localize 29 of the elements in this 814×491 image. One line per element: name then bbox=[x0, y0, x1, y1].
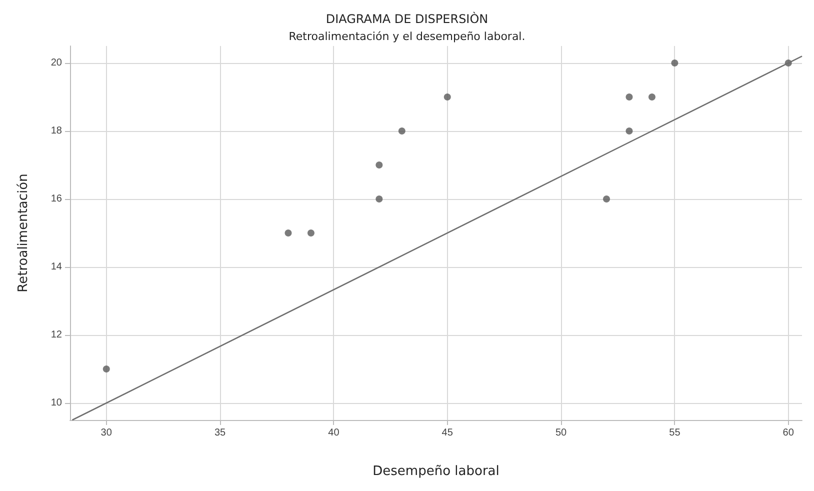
y-tick-label: 16 bbox=[50, 194, 62, 204]
point bbox=[648, 94, 656, 100]
x-tick-label: 45 bbox=[442, 428, 454, 438]
y-tick-label: 14 bbox=[50, 262, 62, 272]
point bbox=[626, 128, 633, 134]
x-axis-title: Desempeño laboral bbox=[372, 464, 500, 479]
point bbox=[376, 162, 383, 168]
chart-subtitle: Retroalimentación y el desempeño laboral. bbox=[288, 30, 526, 43]
y-axis-title: Retroalimentación bbox=[16, 174, 31, 292]
point bbox=[444, 94, 451, 100]
y-tick-label: 20 bbox=[50, 58, 62, 68]
point bbox=[284, 230, 292, 236]
point bbox=[603, 196, 610, 202]
y-tick-label: 12 bbox=[50, 330, 62, 340]
x-tick-label: 40 bbox=[328, 428, 340, 438]
x-tick-label: 60 bbox=[782, 428, 794, 438]
chart-title: DIAGRAMA DE DISPERSIÒN bbox=[326, 11, 488, 26]
point bbox=[307, 230, 314, 236]
x-tick-label: 55 bbox=[669, 428, 681, 438]
x-tick-label: 30 bbox=[100, 428, 112, 438]
x-tick-label: 50 bbox=[555, 428, 568, 438]
y-tick-label: 18 bbox=[50, 126, 62, 136]
point bbox=[671, 60, 678, 66]
x-tick-label: 35 bbox=[214, 428, 226, 438]
point bbox=[376, 196, 383, 202]
point bbox=[398, 128, 406, 134]
point bbox=[102, 366, 110, 372]
y-tick-label: 10 bbox=[50, 398, 62, 408]
point bbox=[626, 94, 633, 100]
